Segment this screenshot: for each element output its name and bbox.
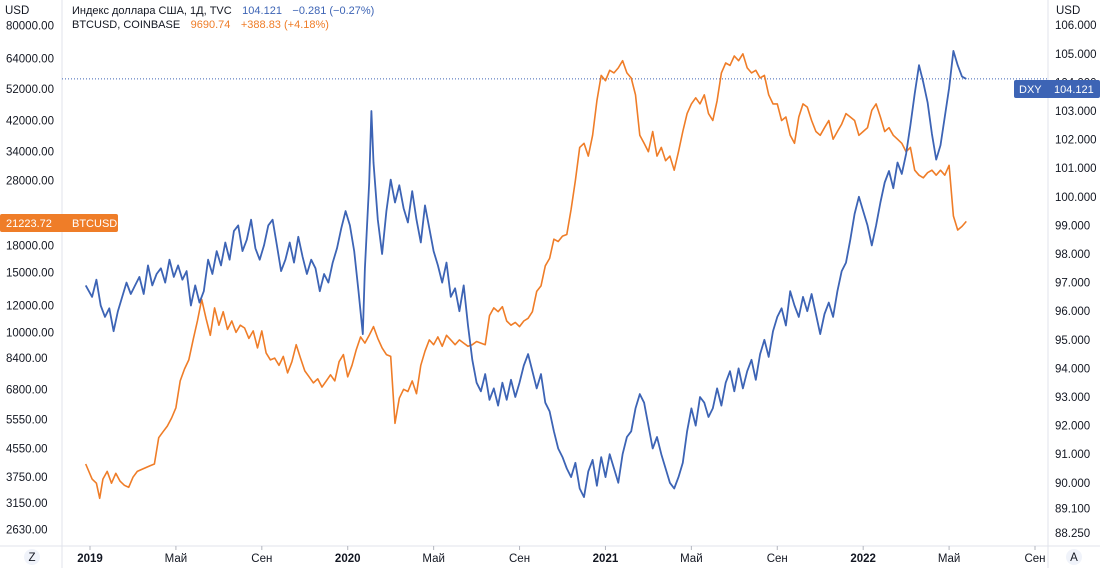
- legend-btc-change: +388.83 (+4.18%): [241, 19, 329, 31]
- x-tick-label: Сен: [1024, 553, 1045, 565]
- legend-dxy[interactable]: Индекс доллара США, 1Д, TVC 104.121 −0.2…: [72, 1, 374, 18]
- x-tick-label: 2020: [335, 553, 361, 565]
- right-tick-label: 98.000: [1055, 249, 1090, 261]
- x-tick-label: Май: [938, 553, 961, 565]
- left-tick-label: 10000.00: [6, 327, 54, 339]
- btc-price-tag-value: 21223.72: [6, 218, 52, 230]
- left-tick-label: 8400.00: [6, 353, 48, 365]
- x-tick-label: Сен: [251, 553, 272, 565]
- left-tick-label: 3750.00: [6, 472, 48, 484]
- legend-dxy-change: −0.281 (−0.27%): [292, 5, 374, 17]
- right-tick-label: 97.000: [1055, 278, 1090, 290]
- dxy-price-tag-name: DXY: [1019, 84, 1042, 96]
- left-tick-label: 5550.00: [6, 414, 48, 426]
- right-tick-label: 95.000: [1055, 335, 1090, 347]
- x-tick-label: Май: [680, 553, 703, 565]
- log-scale-button-bg: [24, 549, 40, 565]
- x-tick-label: 2022: [850, 553, 876, 565]
- btc-series-line: [84, 53, 967, 500]
- left-tick-label: 4550.00: [6, 444, 48, 456]
- auto-scale-button[interactable]: A: [1066, 549, 1082, 565]
- dxy-price-tag: DXY 104.121: [1014, 80, 1100, 98]
- left-tick-label: 18000.00: [6, 241, 54, 253]
- right-tick-label: 105.000: [1055, 49, 1097, 61]
- legend: Индекс доллара США, 1Д, TVC 104.121 −0.2…: [72, 1, 374, 32]
- plot-area[interactable]: [84, 50, 967, 500]
- x-tick-label: Сен: [767, 553, 788, 565]
- left-tick-label: 28000.00: [6, 175, 54, 187]
- dxy-series-line: [84, 50, 967, 498]
- x-tick-label: 2021: [593, 553, 619, 565]
- btc-price-tag-name: BTCUSD: [72, 218, 117, 230]
- right-tick-label: 91.000: [1055, 449, 1090, 461]
- x-tick-label: Май: [422, 553, 445, 565]
- left-tick-label: 2630.00: [6, 525, 48, 537]
- right-tick-label: 93.000: [1055, 392, 1090, 404]
- right-tick-label: 102.000: [1055, 135, 1097, 147]
- left-tick-label: 3150.00: [6, 498, 48, 510]
- right-tick-label: 89.100: [1055, 504, 1090, 516]
- right-tick-label: 99.000: [1055, 220, 1090, 232]
- x-tick-label: Май: [165, 553, 188, 565]
- left-tick-label: 34000.00: [6, 147, 54, 159]
- right-tick-label: 103.000: [1055, 106, 1097, 118]
- dxy-price-tag-bg: [1014, 80, 1100, 98]
- right-axis-unit: USD: [1056, 5, 1080, 17]
- left-tick-label: 6800.00: [6, 384, 48, 396]
- left-tick-label: 15000.00: [6, 268, 54, 280]
- legend-dxy-last: 104.121: [242, 5, 282, 17]
- right-tick-label: 90.000: [1055, 478, 1090, 490]
- right-tick-label: 101.000: [1055, 163, 1097, 175]
- right-price-axis[interactable]: 106.000105.000104.000103.000102.000101.0…: [1055, 20, 1097, 540]
- legend-btc-name: BTCUSD, COINBASE: [72, 19, 180, 31]
- btc-price-tag: 21223.72 BTCUSD: [0, 214, 118, 232]
- time-axis[interactable]: 2019 Май Сен 2020 Май Сен 2021 Май Сен 2022 Май Сен: [77, 546, 1046, 565]
- left-tick-label: 12000.00: [6, 300, 54, 312]
- dxy-price-tag-value: 104.121: [1054, 84, 1094, 96]
- x-tick-label: Сен: [509, 553, 530, 565]
- right-tick-label: 106.000: [1055, 20, 1097, 32]
- legend-dxy-name: Индекс доллара США, 1Д, TVC: [72, 5, 232, 17]
- right-tick-label: 88.250: [1055, 528, 1090, 540]
- left-price-axis[interactable]: 80000.00 64000.00 52000.00 42000.00 34000.00…: [6, 20, 54, 536]
- right-tick-label: 100.000: [1055, 192, 1097, 204]
- auto-scale-button-label: A: [1070, 552, 1078, 564]
- legend-btc-last: 9690.74: [191, 19, 231, 31]
- left-tick-label: 52000.00: [6, 84, 54, 96]
- left-tick-label: 64000.00: [6, 53, 54, 65]
- right-tick-label: 94.000: [1055, 363, 1090, 375]
- auto-scale-button-bg: [1066, 549, 1082, 565]
- btc-price-tag-bg: [0, 214, 118, 232]
- legend-btc[interactable]: BTCUSD, COINBASE 9690.74 +388.83 (+4.18%…: [72, 15, 329, 32]
- left-axis-unit: USD: [5, 5, 29, 17]
- log-scale-button-label: Z: [28, 552, 35, 564]
- right-tick-label: 96.000: [1055, 306, 1090, 318]
- x-tick-label: 2019: [77, 553, 103, 565]
- right-tick-label: 92.000: [1055, 421, 1090, 433]
- left-tick-label: 42000.00: [6, 116, 54, 128]
- log-scale-button[interactable]: Z: [24, 549, 40, 565]
- left-tick-label: 80000.00: [6, 20, 54, 32]
